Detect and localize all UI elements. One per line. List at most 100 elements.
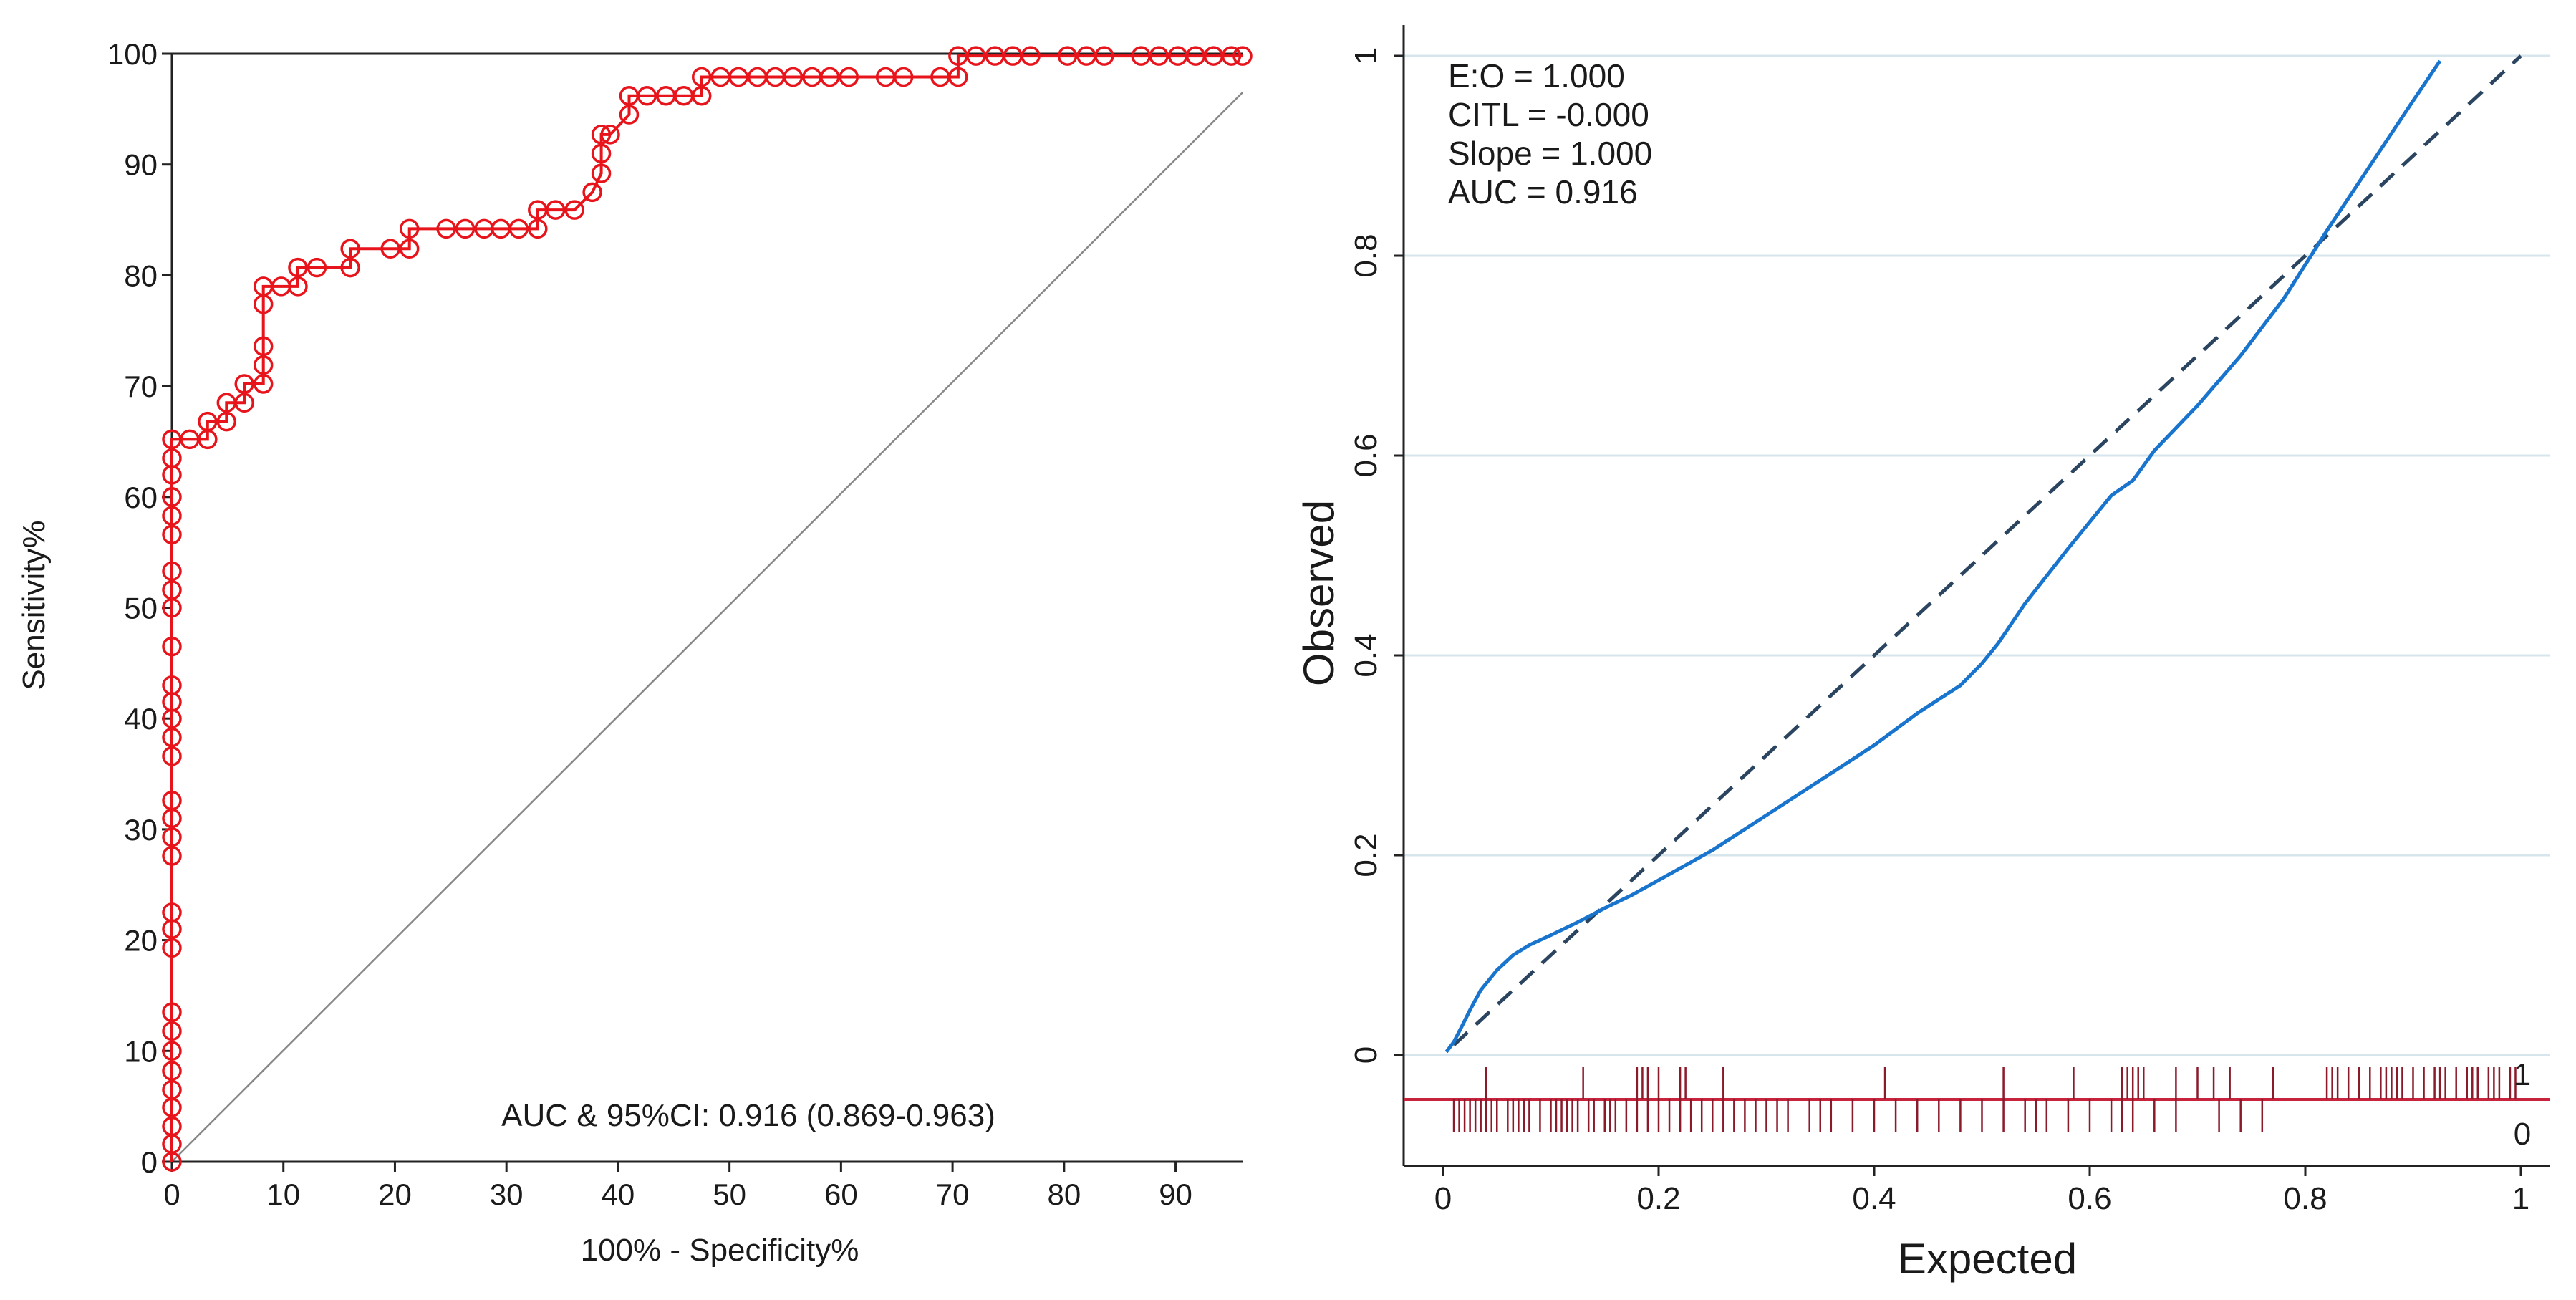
roc-point	[162, 636, 182, 657]
roc-x-tick-label: 10	[266, 1178, 300, 1211]
roc-point	[691, 67, 712, 87]
calibration-x-tick-label: 1	[2512, 1181, 2529, 1216]
calibration-gridlines	[1394, 25, 2550, 1176]
calibration-y-axis-title: Observed	[1295, 500, 1343, 686]
roc-point	[399, 218, 420, 239]
roc-point	[162, 487, 182, 507]
roc-x-tick-label: 40	[602, 1178, 635, 1211]
roc-point	[508, 218, 529, 239]
roc-point	[162, 727, 182, 748]
roc-y-tick-label: 0	[141, 1145, 158, 1179]
calibration-y-tick-label: 1	[1349, 47, 1384, 64]
roc-point	[783, 67, 804, 87]
roc-x-tick-label: 0	[163, 1178, 180, 1211]
calibration-tick-labels: 0 0.2 0.4 0.6 0.8 1 0 0.2 0.4 0.6 0.8 1	[1349, 47, 2529, 1216]
roc-y-tick-label: 50	[124, 592, 158, 625]
roc-point	[162, 1041, 182, 1061]
roc-point	[162, 846, 182, 866]
roc-point	[162, 938, 182, 958]
roc-point	[1232, 46, 1253, 66]
roc-point	[253, 336, 274, 357]
calibration-y-tick-label: 0.2	[1349, 833, 1384, 877]
roc-point	[253, 374, 274, 394]
calibration-stats: E:O = 1.000 CITL = -0.000 Slope = 1.000 …	[1448, 57, 1652, 211]
stat-auc: AUC = 0.916	[1448, 173, 1638, 211]
roc-point	[288, 276, 308, 297]
roc-y-tick-label: 70	[124, 370, 158, 403]
calibration-x-tick-label: 0	[1434, 1181, 1452, 1216]
roc-x-tick-label: 60	[824, 1178, 858, 1211]
roc-y-tick-label: 40	[124, 702, 158, 736]
roc-point	[380, 239, 400, 259]
roc-point	[162, 506, 182, 526]
roc-point	[1149, 46, 1169, 66]
roc-point	[455, 218, 476, 239]
roc-x-axis-title: 100% - Specificity%	[581, 1233, 859, 1268]
roc-point	[234, 393, 254, 413]
roc-point	[234, 374, 254, 394]
roc-point	[253, 355, 274, 375]
calibration-rug	[1404, 1067, 2550, 1132]
roc-reference-line	[171, 92, 1243, 1162]
roc-auc-annotation: AUC & 95%CI: 0.916 (0.869-0.963)	[501, 1098, 995, 1133]
roc-point	[340, 239, 360, 259]
roc-point	[591, 163, 612, 183]
roc-point	[162, 675, 182, 695]
roc-point	[162, 827, 182, 847]
roc-y-axis-title: Sensitivity%	[16, 520, 52, 690]
roc-point	[582, 182, 602, 203]
calibration-y-tick-label: 0.4	[1349, 633, 1384, 677]
roc-point	[162, 448, 182, 468]
calibration-x-axis-title: Expected	[1898, 1235, 2077, 1283]
roc-point	[691, 86, 712, 106]
roc-curve	[162, 46, 1253, 1172]
roc-y-tick-label: 80	[124, 259, 158, 292]
roc-point	[619, 105, 640, 125]
roc-line	[170, 54, 1243, 1162]
roc-point	[948, 67, 968, 87]
roc-point	[600, 125, 620, 145]
roc-point	[591, 125, 612, 145]
roc-point	[162, 1116, 182, 1137]
roc-point	[1221, 46, 1242, 66]
calibration-y-tick-label: 0.8	[1349, 233, 1384, 277]
roc-point	[162, 1079, 182, 1100]
calibration-x-tick-label: 0.2	[1636, 1181, 1680, 1216]
roc-y-tick-label: 100	[107, 37, 158, 71]
calibration-x-tick-label: 0.8	[2283, 1181, 2327, 1216]
roc-point	[528, 218, 548, 239]
calibration-x-tick-label: 0.4	[1852, 1181, 1896, 1216]
rug-label-events: 1	[2514, 1057, 2531, 1092]
roc-point	[340, 257, 360, 278]
roc-point	[966, 46, 986, 66]
roc-y-tick-label: 30	[124, 813, 158, 847]
roc-tick-labels: 0 10 20 30 40 50 60 70 80 90 100 0 10 20 30 40 50 60 70 80 9…	[107, 37, 1192, 1211]
roc-point	[162, 561, 182, 582]
roc-y-tick-label: 20	[124, 924, 158, 958]
roc-point	[162, 579, 182, 600]
roc-x-tick-label: 80	[1047, 1178, 1081, 1211]
roc-point	[728, 67, 748, 87]
roc-point	[839, 67, 859, 87]
roc-point	[162, 746, 182, 766]
roc-point	[545, 200, 566, 220]
roc-point	[1057, 46, 1078, 66]
calibration-curves	[1444, 54, 2522, 1054]
roc-x-tick-label: 70	[936, 1178, 970, 1211]
roc-y-tick-label: 60	[124, 481, 158, 514]
roc-point	[162, 524, 182, 545]
calibration-x-tick-label: 0.6	[2068, 1181, 2111, 1216]
roc-reference-and-axes	[162, 52, 1243, 1172]
roc-x-tick-label: 30	[490, 1178, 524, 1211]
roc-point	[162, 902, 182, 923]
roc-point	[564, 200, 584, 220]
roc-point	[1094, 46, 1114, 66]
roc-x-tick-label: 20	[378, 1178, 412, 1211]
roc-point	[198, 411, 218, 432]
calibration-curve-line	[1444, 59, 2442, 1054]
roc-point	[893, 67, 914, 87]
roc-point	[162, 1021, 182, 1041]
roc-point	[637, 86, 657, 106]
rug-label-nonevents: 0	[2514, 1117, 2531, 1152]
